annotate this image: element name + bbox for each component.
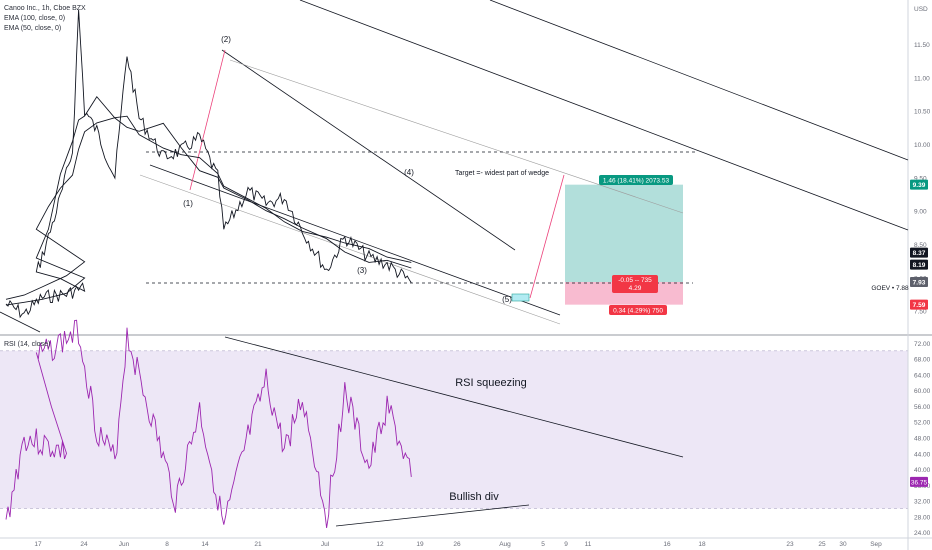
rsi-tick-label-2: 64.00 bbox=[914, 372, 931, 379]
rsi-upper-trend bbox=[224, 336, 684, 458]
entry-label-bg bbox=[612, 275, 658, 293]
ema-50-line bbox=[5, 95, 412, 306]
symbol-tag: GOEV • 7.88 bbox=[871, 285, 909, 292]
price-tag-1: 8.37 bbox=[913, 250, 926, 257]
time-tick-label-18: 30 bbox=[839, 541, 847, 548]
time-tick-label-17: 25 bbox=[818, 541, 826, 548]
rsi-tick-label-11: 28.00 bbox=[914, 514, 931, 521]
price-tick-label-1: 11.00 bbox=[914, 75, 930, 82]
price-tag-0: 9.39 bbox=[913, 182, 926, 189]
rsi-tick-label-3: 60.00 bbox=[914, 388, 931, 395]
price-tag-bg-0 bbox=[910, 179, 928, 190]
legend-ema100: EMA (100, close, 0) bbox=[4, 15, 66, 22]
time-tick-label-10: Aug bbox=[499, 541, 511, 548]
price-tick-label-8: 7.50 bbox=[914, 309, 927, 316]
wedge-upper-line bbox=[221, 49, 516, 251]
rsi-band bbox=[0, 350, 908, 509]
time-tick-label-5: 21 bbox=[254, 541, 262, 548]
rsi-lower-trend bbox=[335, 504, 530, 527]
wave-label-0: (1) bbox=[183, 199, 193, 208]
time-tick-label-13: 11 bbox=[585, 541, 592, 548]
time-tick-label-14: 16 bbox=[663, 541, 671, 548]
channel-line-1 bbox=[299, 0, 909, 231]
price-tick-label-0: 11.50 bbox=[914, 42, 930, 49]
div-note: Bullish div bbox=[449, 491, 499, 503]
time-tick-label-0: 17 bbox=[34, 541, 42, 548]
target-label-bg bbox=[599, 175, 673, 185]
price-tick-label-3: 10.00 bbox=[914, 142, 931, 149]
early-channel-line bbox=[0, 311, 41, 333]
rsi-line bbox=[5, 319, 412, 528]
target-label: 1.46 (18.41%) 2073.53 bbox=[603, 178, 670, 185]
rsi-tick-label-12: 24.00 bbox=[914, 530, 931, 537]
price-tick-label-6: 8.50 bbox=[914, 242, 927, 249]
stop-label: 0.34 (4.29%) 750 bbox=[613, 308, 663, 315]
rsi-tick-label-1: 68.00 bbox=[914, 357, 931, 364]
currency-label: USD bbox=[914, 6, 928, 13]
rsi-note: RSI squeezing bbox=[455, 377, 527, 389]
stop-label-bg bbox=[609, 305, 667, 315]
rsi-tick-label-8: 40.00 bbox=[914, 467, 931, 474]
time-tick-label-8: 19 bbox=[416, 541, 424, 548]
rsi-tick-label-0: 72.00 bbox=[914, 341, 931, 348]
wedge-outer-line bbox=[139, 174, 561, 325]
wedge-lower-line bbox=[149, 164, 561, 316]
rsi-title: RSI (14, close) bbox=[4, 341, 50, 348]
target-zone bbox=[565, 184, 683, 282]
rsi-tick-label-7: 44.00 bbox=[914, 451, 931, 458]
price-tag-bg-1 bbox=[910, 247, 928, 258]
price-series-line bbox=[5, 9, 412, 319]
price-tag-bg-3 bbox=[910, 277, 928, 287]
ema-100-line bbox=[5, 115, 412, 300]
legend-ema50: EMA (50, close, 0) bbox=[4, 25, 62, 32]
rsi-tick-label-5: 52.00 bbox=[914, 420, 931, 427]
wave5-marker bbox=[511, 293, 530, 302]
time-tick-label-7: 12 bbox=[376, 541, 384, 548]
wave-label-4: (5) bbox=[502, 295, 512, 304]
rsi-value-bg bbox=[910, 476, 928, 487]
time-tick-label-3: 8 bbox=[165, 541, 169, 548]
time-tick-label-4: 14 bbox=[201, 541, 209, 548]
time-tick-label-6: Jul bbox=[321, 541, 330, 548]
price-tag-bg-2 bbox=[910, 259, 928, 270]
price-tag-bg-4 bbox=[910, 299, 928, 310]
entry-label-1: -0.05 -- 735 bbox=[618, 277, 652, 284]
chart-title: Canoo Inc., 1h, Cboe BZX bbox=[4, 5, 86, 12]
time-tick-label-19: Sep bbox=[870, 541, 882, 548]
time-tick-label-1: 24 bbox=[80, 541, 88, 548]
parallel-upper-line bbox=[229, 59, 684, 214]
price-tick-label-2: 10.50 bbox=[914, 109, 931, 116]
rsi-tick-label-10: 32.00 bbox=[914, 499, 931, 506]
target-note: Target =- widest part of wedge bbox=[455, 170, 549, 177]
rsi-tick-label-6: 48.00 bbox=[914, 436, 931, 443]
time-tick-label-15: 18 bbox=[698, 541, 706, 548]
channel-line-2 bbox=[489, 0, 909, 161]
target-projection-line bbox=[529, 174, 565, 299]
wave-label-1: (2) bbox=[221, 35, 231, 44]
wave-label-2: (3) bbox=[357, 266, 367, 275]
time-tick-label-12: 9 bbox=[564, 541, 568, 548]
time-tick-label-2: Jun bbox=[119, 541, 130, 548]
price-tick-label-4: 9.50 bbox=[914, 175, 927, 182]
price-tick-label-5: 9.00 bbox=[914, 209, 927, 216]
time-tick-label-11: 5 bbox=[541, 541, 545, 548]
price-tag-2: 8.19 bbox=[913, 262, 926, 269]
rsi-value-tag: 36.75 bbox=[911, 479, 928, 486]
entry-label-2: 4.29 bbox=[629, 285, 642, 292]
time-tick-label-9: 26 bbox=[453, 541, 461, 548]
price-tag-3: 7.93 bbox=[913, 280, 926, 287]
price-tag-4: 7.59 bbox=[913, 302, 926, 309]
rsi-tick-label-4: 56.00 bbox=[914, 404, 931, 411]
time-tick-label-16: 23 bbox=[786, 541, 794, 548]
price-pane-bg bbox=[0, 0, 908, 334]
wave-label-3: (4) bbox=[404, 168, 414, 177]
